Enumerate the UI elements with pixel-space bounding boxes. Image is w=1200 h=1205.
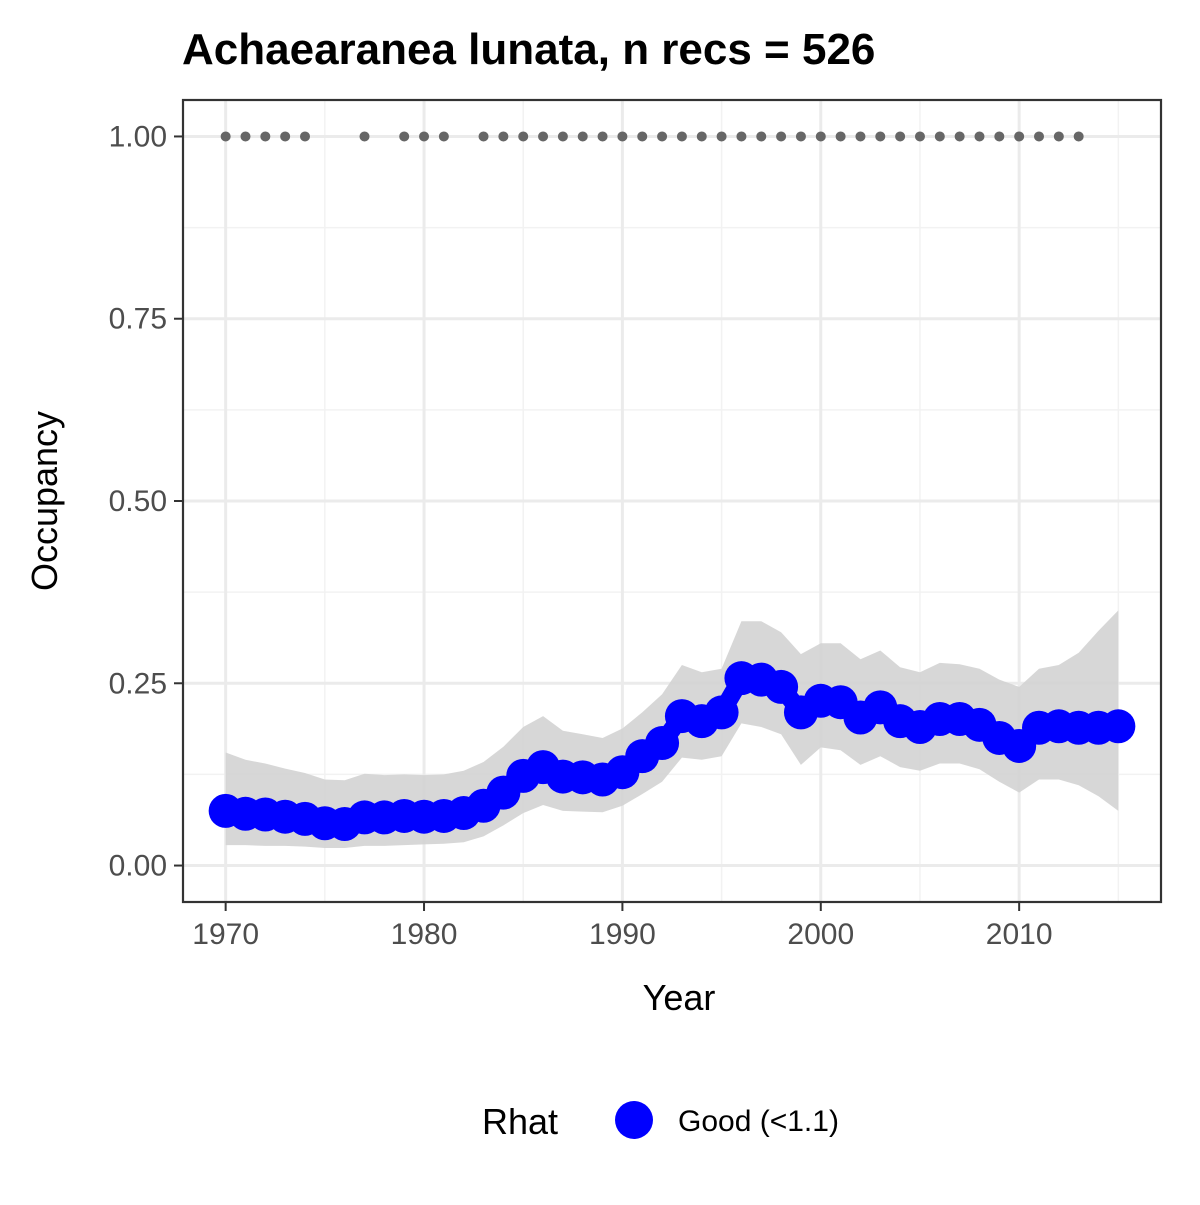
record-year-point (1014, 131, 1025, 142)
record-year-point (875, 131, 886, 142)
x-tick-label: 1990 (589, 918, 656, 951)
record-year-point (280, 131, 291, 142)
record-layer (220, 131, 1084, 142)
record-year-point (954, 131, 965, 142)
legend-title: Rhat (482, 1101, 558, 1142)
occupancy-point (704, 695, 739, 730)
record-year-point (478, 131, 489, 142)
x-tick-label: 2000 (787, 918, 854, 951)
record-year-point (637, 131, 648, 142)
occupancy-point (1101, 709, 1136, 744)
point-layer (208, 661, 1136, 841)
record-year-point (419, 131, 430, 142)
record-year-point (300, 131, 311, 142)
record-year-point (895, 131, 906, 142)
record-year-point (1033, 131, 1044, 142)
y-tick-label: 0.50 (109, 485, 167, 518)
record-year-point (795, 131, 806, 142)
occupancy-point (764, 669, 799, 704)
y-tick-label: 1.00 (109, 120, 167, 153)
x-tick-label: 1970 (192, 918, 259, 951)
record-year-point (815, 131, 826, 142)
x-axis-title: Year (643, 977, 716, 1018)
x-tick-label: 2010 (986, 918, 1053, 951)
record-year-point (914, 131, 925, 142)
record-year-point (220, 131, 231, 142)
record-year-point (696, 131, 707, 142)
record-year-point (736, 131, 747, 142)
record-year-point (260, 131, 271, 142)
record-year-point (974, 131, 985, 142)
record-year-point (617, 131, 628, 142)
record-year-point (359, 131, 370, 142)
record-year-point (597, 131, 608, 142)
x-tick-label: 1980 (391, 918, 458, 951)
record-year-point (577, 131, 588, 142)
legend-key-good (615, 1101, 653, 1139)
record-year-point (557, 131, 568, 142)
record-year-point (934, 131, 945, 142)
record-year-point (498, 131, 509, 142)
record-year-point (518, 131, 529, 142)
record-year-point (716, 131, 727, 142)
record-year-point (538, 131, 549, 142)
y-axis-title: Occupancy (24, 411, 65, 591)
y-tick-label: 0.00 (109, 850, 167, 883)
legend-label-good: Good (<1.1) (678, 1105, 839, 1138)
record-year-point (776, 131, 787, 142)
axis-layer: 0.00 0.25 0.50 0.75 1.00 1970 1980 1990 2000 2010 (109, 120, 1053, 951)
record-year-point (676, 131, 687, 142)
y-tick-label: 0.25 (109, 667, 167, 700)
record-year-point (438, 131, 449, 142)
record-year-point (756, 131, 767, 142)
legend: Rhat Good (<1.1) (482, 1101, 839, 1142)
chart-title: Achaearanea lunata, n recs = 526 (182, 25, 875, 74)
y-tick-label: 0.75 (109, 303, 167, 336)
record-year-point (855, 131, 866, 142)
record-year-point (1073, 131, 1084, 142)
occupancy-point (645, 726, 680, 761)
record-year-point (994, 131, 1005, 142)
record-year-point (240, 131, 251, 142)
record-year-point (1053, 131, 1064, 142)
record-year-point (835, 131, 846, 142)
record-year-point (399, 131, 410, 142)
record-year-point (657, 131, 668, 142)
